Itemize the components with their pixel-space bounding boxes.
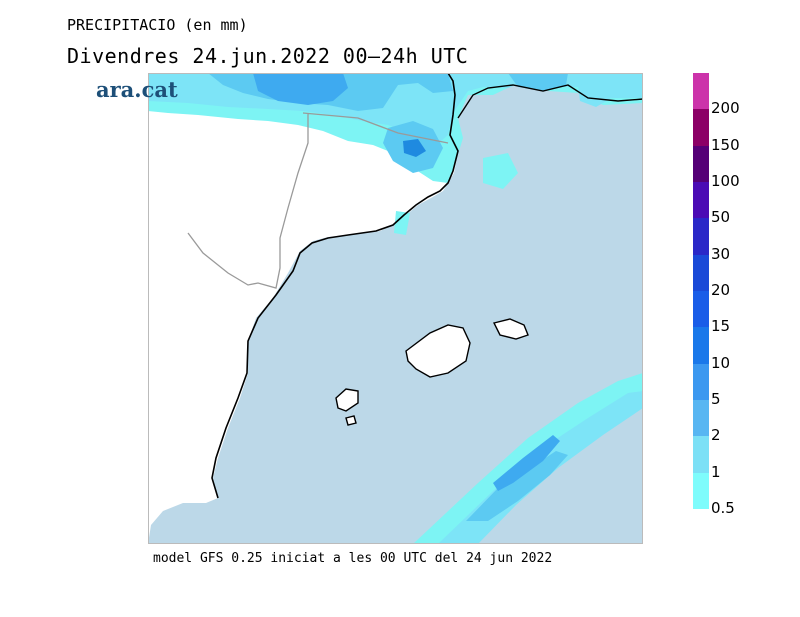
legend-swatch xyxy=(693,363,709,401)
legend-label: 15 xyxy=(711,317,731,336)
legend-label: 150 xyxy=(711,135,740,154)
map-title: PRECIPITACIO (en mm) xyxy=(67,16,248,34)
precip-band-southeast-2mm xyxy=(466,451,568,521)
legend-swatch xyxy=(693,254,709,292)
legend-swatch xyxy=(693,400,709,437)
legend-label: 20 xyxy=(711,281,731,299)
legend-swatch xyxy=(693,145,709,183)
map-subtitle: Divendres 24.jun.2022 00—24h UTC xyxy=(67,44,469,68)
region-border xyxy=(187,112,449,289)
map-frame xyxy=(148,73,643,544)
legend-label: 1 xyxy=(711,462,721,481)
color-scale-bar xyxy=(693,73,709,510)
precip-band-north-5mm xyxy=(253,73,348,105)
legend-label: 0.5 xyxy=(711,499,735,517)
legend-label: 200 xyxy=(711,99,740,118)
legend-label: 100 xyxy=(711,172,740,190)
legend-label: 50 xyxy=(711,208,731,227)
model-info: model GFS 0.25 iniciat a les 00 UTC del … xyxy=(153,551,553,566)
mainland xyxy=(148,73,458,544)
precip-cell-coast xyxy=(394,211,410,235)
legend-swatch xyxy=(693,291,709,328)
coastline xyxy=(211,73,459,499)
precip-cell-east-b xyxy=(578,81,610,107)
precip-band-north-10mm xyxy=(403,139,426,157)
legend-swatch xyxy=(693,73,709,110)
island-menorca xyxy=(492,318,529,340)
legend-label: 30 xyxy=(711,244,731,263)
legend-swatch xyxy=(693,327,709,365)
legend-swatch xyxy=(693,436,709,474)
precip-cell-offshore xyxy=(483,153,518,189)
legend-swatch xyxy=(693,218,709,256)
island-formentera xyxy=(345,415,357,426)
legend-swatch xyxy=(693,182,709,219)
legend-label: 2 xyxy=(711,426,721,445)
legend-swatch xyxy=(693,109,709,147)
precipitation-map xyxy=(148,73,643,544)
ara-cat-logo: ara.cat xyxy=(96,77,178,102)
coastline-north xyxy=(457,84,643,119)
island-mallorca xyxy=(405,324,471,378)
legend-label: 5 xyxy=(711,390,721,408)
legend-label: 10 xyxy=(711,353,731,372)
legend-swatch xyxy=(693,472,709,510)
precip-band-southeast-5mm xyxy=(493,435,560,491)
island-eivissa xyxy=(335,388,359,412)
